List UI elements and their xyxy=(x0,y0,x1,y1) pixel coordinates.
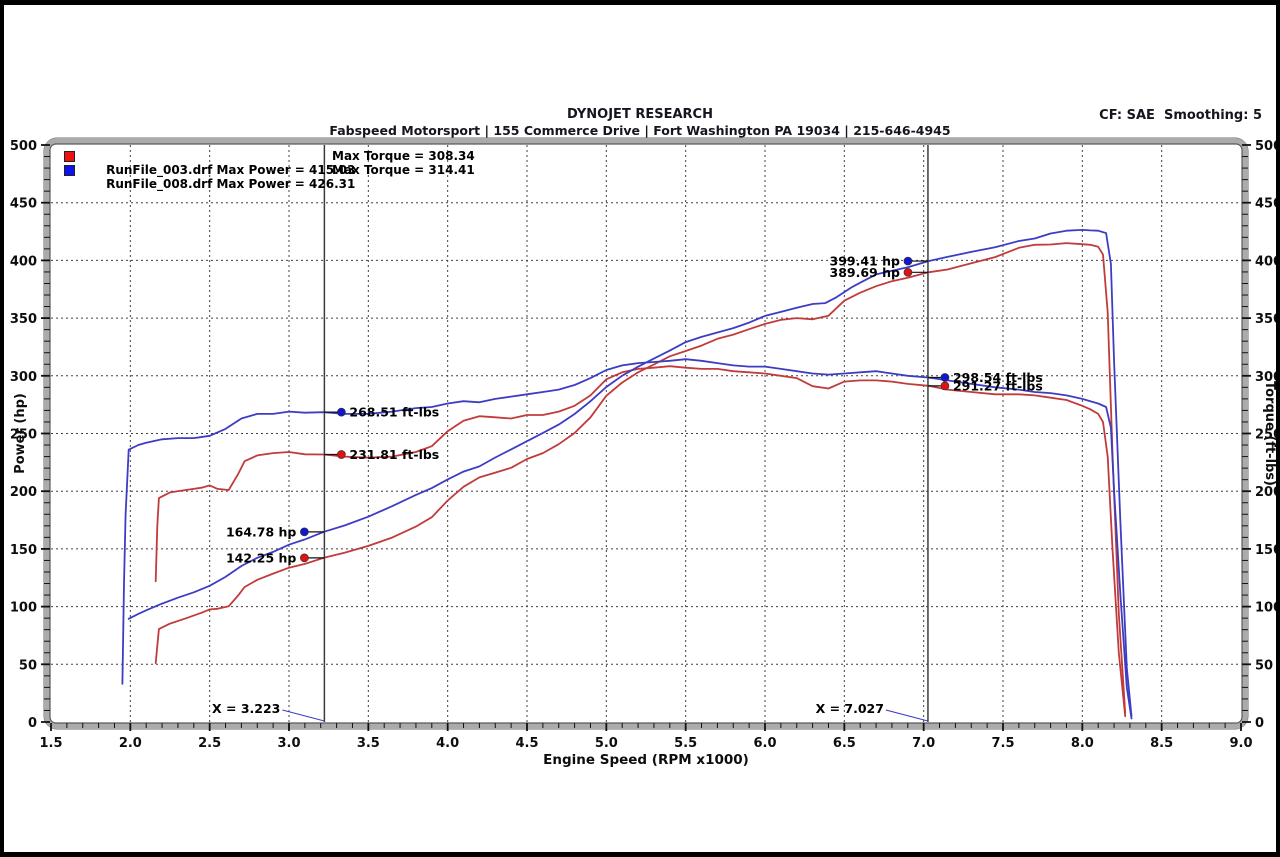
annotation-label: 268.51 ft-lbs xyxy=(349,405,439,420)
annotation-label: 298.54 ft-lbs xyxy=(953,370,1043,385)
legend-swatch-run003-icon xyxy=(64,151,75,162)
y-tick-label-left: 400 xyxy=(10,254,37,269)
x-tick-label: 3.5 xyxy=(357,736,380,751)
x-tick-label: 2.5 xyxy=(198,736,221,751)
legend-label-run003: RunFile_003.drf Max Power = 415.03 xyxy=(106,163,356,177)
y-tick-label-right: 200 xyxy=(1255,485,1280,500)
page-subtitle: Fabspeed Motorsport | 155 Commerce Drive… xyxy=(329,123,951,138)
y-tick-label-right: 0 xyxy=(1255,716,1264,731)
y-tick-label-right: 250 xyxy=(1255,428,1280,443)
power-axis-title: Power (hp) xyxy=(13,393,28,474)
y-tick-label-left: 250 xyxy=(10,428,37,443)
y-tick-label-left: 450 xyxy=(10,197,37,212)
x-tick-label: 6.5 xyxy=(833,736,856,751)
page-title: DYNOJET RESEARCH xyxy=(567,107,713,122)
annotation-dot xyxy=(903,267,913,277)
annotation-label: 389.69 hp xyxy=(830,265,900,280)
cursor-label-1: X = 3.223 xyxy=(212,701,280,716)
legend-torque-run008: Max Torque = 314.41 xyxy=(332,163,475,177)
annotation-label: 291.27 ft-lbs xyxy=(953,378,1043,393)
x-tick-label: 2.0 xyxy=(119,736,142,751)
x-tick-label: 5.5 xyxy=(674,736,697,751)
annotation-dot xyxy=(940,381,950,391)
x-tick-label: 1.5 xyxy=(39,736,62,751)
x-tick-label: 5.0 xyxy=(595,736,618,751)
legend-row-run008: RunFile_008.drf Max Power = 426.31 Max T… xyxy=(64,163,601,191)
cursor-label-2: X = 7.027 xyxy=(816,701,884,716)
torque-curve-RunFile_008 xyxy=(121,358,1133,720)
y-tick-label-left: 300 xyxy=(10,370,37,385)
y-tick-label-right: 50 xyxy=(1255,658,1273,673)
y-tick-label-left: 100 xyxy=(10,601,37,616)
x-tick-label: 7.5 xyxy=(991,736,1014,751)
correction-factor-label: CF: SAE Smoothing: 5 xyxy=(1099,108,1262,123)
annotation-dot xyxy=(337,450,346,459)
legend-row-run003: RunFile_003.drf Max Power = 415.03 Max T… xyxy=(64,149,601,177)
torque-curve-RunFile_003 xyxy=(154,365,1127,718)
x-tick-label: 4.0 xyxy=(436,736,459,751)
cursor-leader-line xyxy=(282,709,325,722)
y-tick-label-right: 400 xyxy=(1255,254,1280,269)
x-tick-label: 8.5 xyxy=(1150,736,1173,751)
annotation-dot xyxy=(337,407,346,417)
power-curve-RunFile_003 xyxy=(154,242,1127,714)
cursor-leader-line xyxy=(885,709,929,722)
annotation-label: 142.25 hp xyxy=(226,550,296,565)
x-tick-label: 3.0 xyxy=(277,736,300,751)
annotation-dot xyxy=(940,373,950,382)
legend-torque-run003: Max Torque = 308.34 xyxy=(332,149,475,163)
y-tick-label-right: 300 xyxy=(1255,370,1280,385)
y-tick-label-right: 150 xyxy=(1255,543,1280,558)
annotation-label: 164.78 hp xyxy=(226,524,296,539)
dyno-chart: 1.5 2.0 2.5 3.0 3.5 4.0 4.5 5.0 5.5 6.0 6.5 7.0 7.5 8… xyxy=(10,137,1280,768)
x-tick-label: 6.0 xyxy=(753,736,776,751)
legend-swatch-run008-icon xyxy=(64,165,75,176)
y-tick-label-left: 50 xyxy=(19,658,37,673)
y-tick-label-right: 350 xyxy=(1255,312,1280,327)
annotation-label: 231.81 ft-lbs xyxy=(349,447,439,462)
y-tick-label-right: 500 xyxy=(1255,139,1280,154)
y-tick-label-left: 200 xyxy=(10,485,37,500)
y-tick-label-left: 150 xyxy=(10,543,37,558)
y-tick-label-right: 450 xyxy=(1255,197,1280,212)
legend-label-run008: RunFile_008.drf Max Power = 426.31 xyxy=(106,177,356,191)
y-tick-label-left: 0 xyxy=(28,716,37,731)
annotation-dot xyxy=(300,527,309,537)
y-tick-label-left: 500 xyxy=(10,139,37,154)
chart-legend: RunFile_003.drf Max Power = 415.03 Max T… xyxy=(64,149,601,191)
x-tick-label: 9.0 xyxy=(1229,736,1252,751)
x-axis-title: Engine Speed (RPM x1000) xyxy=(543,752,749,768)
x-tick-label: 7.0 xyxy=(912,736,935,751)
annotation-dot xyxy=(903,256,913,266)
torque-axis-title: Torque (ft-lbs) xyxy=(1262,381,1277,486)
x-tick-label: 8.0 xyxy=(1071,736,1094,751)
y-tick-label-left: 350 xyxy=(10,312,37,327)
y-tick-label-right: 100 xyxy=(1255,601,1280,616)
annotation-label: 399.41 hp xyxy=(830,254,900,269)
annotation-dot xyxy=(300,553,309,563)
x-tick-label: 4.5 xyxy=(515,736,538,751)
power-curve-RunFile_008 xyxy=(127,228,1133,718)
